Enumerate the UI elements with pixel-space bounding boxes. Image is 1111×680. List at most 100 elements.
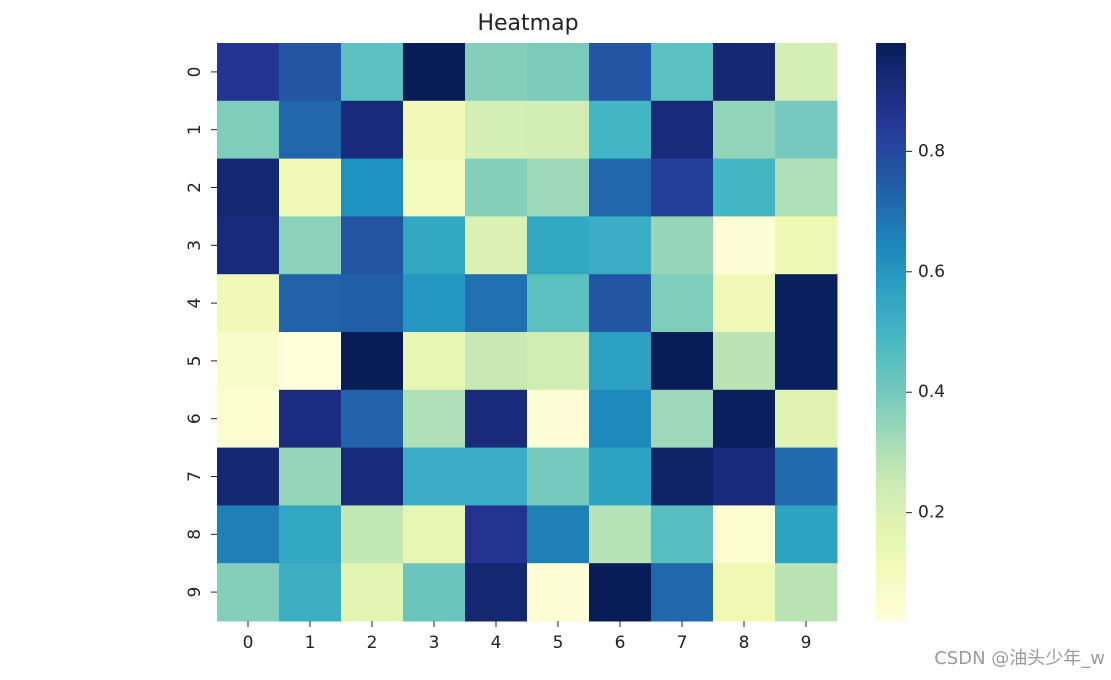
heatmap-cell-r0-c5 — [527, 43, 590, 102]
heatmap-cell-r6-c3 — [403, 389, 466, 449]
heatmap-cell-r1-c9 — [775, 100, 838, 160]
heatmap-cell-r2-c2 — [341, 158, 404, 217]
x-tick-label: 6 — [615, 633, 626, 653]
heatmap-cell-r3-c1 — [279, 216, 342, 275]
heatmap-cell-r7-c3 — [403, 447, 466, 506]
y-tick-label: 6 — [185, 413, 205, 424]
heatmap-cell-r2-c6 — [589, 158, 652, 217]
heatmap-cell-r2-c9 — [775, 158, 838, 217]
heatmap-cell-r8-c9 — [775, 505, 838, 564]
heatmap-cell-r4-c6 — [589, 274, 652, 333]
x-tick-label: 8 — [739, 633, 750, 653]
colorbar-tick-label: 0.6 — [918, 262, 945, 282]
heatmap-cell-r4-c4 — [465, 274, 528, 333]
heatmap-cell-r9-c4 — [465, 563, 528, 622]
heatmap-cell-r5-c6 — [589, 332, 652, 391]
heatmap-cell-r8-c7 — [651, 505, 714, 564]
heatmap-cell-r3-c4 — [465, 216, 528, 275]
heatmap-cell-r8-c6 — [589, 505, 652, 564]
heatmap-cell-r9-c7 — [651, 563, 714, 622]
heatmap-cell-r9-c9 — [775, 563, 838, 622]
heatmap-cell-r2-c1 — [279, 158, 342, 217]
heatmap-cell-r8-c8 — [713, 505, 776, 564]
heatmap-cell-r8-c1 — [279, 505, 342, 564]
heatmap-cells — [217, 43, 838, 622]
heatmap-cell-r1-c0 — [217, 100, 280, 160]
y-tick-label: 5 — [185, 355, 205, 366]
heatmap-cell-r7-c0 — [217, 447, 280, 506]
chart-title: Heatmap — [477, 11, 578, 36]
heatmap-cell-r5-c5 — [527, 332, 590, 391]
heatmap-cell-r0-c1 — [279, 43, 342, 102]
x-tick-label: 7 — [677, 633, 688, 653]
heatmap-cell-r4-c8 — [713, 274, 776, 333]
heatmap-cell-r7-c5 — [527, 447, 590, 506]
heatmap-cell-r6-c4 — [465, 389, 528, 449]
heatmap-cell-r5-c4 — [465, 332, 528, 391]
y-tick-label: 1 — [185, 124, 205, 135]
heatmap-cell-r3-c5 — [527, 216, 590, 275]
heatmap-cell-r9-c0 — [217, 563, 280, 622]
y-tick-label: 2 — [185, 182, 205, 193]
heatmap-cell-r4-c3 — [403, 274, 466, 333]
colorbar-gradient — [876, 43, 906, 621]
heatmap-cell-r7-c6 — [589, 447, 652, 506]
heatmap-cell-r5-c3 — [403, 332, 466, 391]
heatmap-cell-r6-c5 — [527, 389, 590, 449]
y-tick-label: 4 — [185, 298, 205, 309]
heatmap-cell-r5-c1 — [279, 332, 342, 391]
x-tick-label: 5 — [553, 633, 564, 653]
heatmap-cell-r8-c3 — [403, 505, 466, 564]
watermark: CSDN @油头少年_w — [934, 648, 1105, 669]
heatmap-cell-r5-c9 — [775, 332, 838, 391]
heatmap-cell-r3-c6 — [589, 216, 652, 275]
heatmap-cell-r7-c7 — [651, 447, 714, 506]
heatmap-cell-r4-c2 — [341, 274, 404, 333]
heatmap-cell-r1-c3 — [403, 100, 466, 160]
x-tick-label: 0 — [243, 633, 254, 653]
heatmap-cell-r7-c8 — [713, 447, 776, 506]
heatmap-cell-r2-c7 — [651, 158, 714, 217]
heatmap-cell-r5-c2 — [341, 332, 404, 391]
heatmap-cell-r9-c5 — [527, 563, 590, 622]
heatmap-cell-r4-c0 — [217, 274, 280, 333]
heatmap-cell-r5-c8 — [713, 332, 776, 391]
heatmap-cell-r8-c4 — [465, 505, 528, 564]
heatmap-cell-r6-c1 — [279, 389, 342, 449]
heatmap-cell-r0-c8 — [713, 43, 776, 102]
x-tick-label: 2 — [367, 633, 378, 653]
x-tick-label: 9 — [801, 633, 812, 653]
y-tick-label: 3 — [185, 240, 205, 251]
heatmap-cell-r5-c0 — [217, 332, 280, 391]
heatmap-cell-r4-c1 — [279, 274, 342, 333]
x-axis: 0 1 2 3 4 5 6 7 8 9 — [243, 621, 812, 653]
heatmap-cell-r8-c2 — [341, 505, 404, 564]
heatmap-cell-r1-c8 — [713, 100, 776, 160]
heatmap-cell-r0-c6 — [589, 43, 652, 102]
y-tick-label: 8 — [185, 529, 205, 540]
colorbar-tick-label: 0.2 — [918, 503, 945, 523]
heatmap-cell-r3-c0 — [217, 216, 280, 275]
heatmap-cell-r6-c6 — [589, 389, 652, 449]
heatmap-cell-r4-c9 — [775, 274, 838, 333]
heatmap-cell-r3-c2 — [341, 216, 404, 275]
heatmap-cell-r2-c5 — [527, 158, 590, 217]
x-tick-label: 3 — [429, 633, 440, 653]
heatmap-cell-r0-c4 — [465, 43, 528, 102]
heatmap-cell-r2-c4 — [465, 158, 528, 217]
heatmap-cell-r4-c7 — [651, 274, 714, 333]
heatmap-cell-r1-c4 — [465, 100, 528, 160]
heatmap-cell-r7-c4 — [465, 447, 528, 506]
heatmap-cell-r6-c2 — [341, 389, 404, 449]
y-tick-label: 7 — [185, 471, 205, 482]
heatmap-cell-r7-c9 — [775, 447, 838, 506]
x-tick-label: 4 — [491, 633, 502, 653]
y-tick-label: 0 — [185, 66, 205, 77]
heatmap-cell-r3-c8 — [713, 216, 776, 275]
heatmap-cell-r6-c9 — [775, 389, 838, 449]
heatmap-cell-r9-c2 — [341, 563, 404, 622]
heatmap-cell-r0-c3 — [403, 43, 466, 102]
heatmap-cell-r8-c5 — [527, 505, 590, 564]
heatmap-cell-r1-c6 — [589, 100, 652, 160]
heatmap-cell-r1-c7 — [651, 100, 714, 160]
